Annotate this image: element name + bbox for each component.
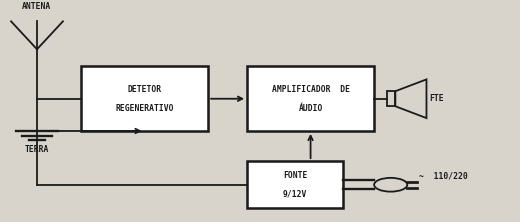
Circle shape (374, 178, 407, 192)
Text: AMPLIFICADOR  DE: AMPLIFICADOR DE (271, 85, 349, 93)
Bar (247, 161, 343, 208)
Text: ~  110/220: ~ 110/220 (419, 172, 467, 181)
Polygon shape (395, 79, 426, 118)
Text: TERRA: TERRA (25, 145, 49, 154)
Text: ANTENA: ANTENA (22, 2, 51, 11)
Text: FTE: FTE (429, 94, 444, 103)
Text: DETETOR: DETETOR (127, 85, 162, 93)
Text: ÁUDIO: ÁUDIO (298, 104, 323, 113)
Text: 9/12V: 9/12V (283, 190, 307, 199)
Bar (247, 66, 374, 131)
Text: FONTE: FONTE (283, 170, 307, 180)
Text: REGENERATIVO: REGENERATIVO (115, 104, 174, 113)
Bar (387, 91, 395, 106)
Bar (81, 66, 208, 131)
